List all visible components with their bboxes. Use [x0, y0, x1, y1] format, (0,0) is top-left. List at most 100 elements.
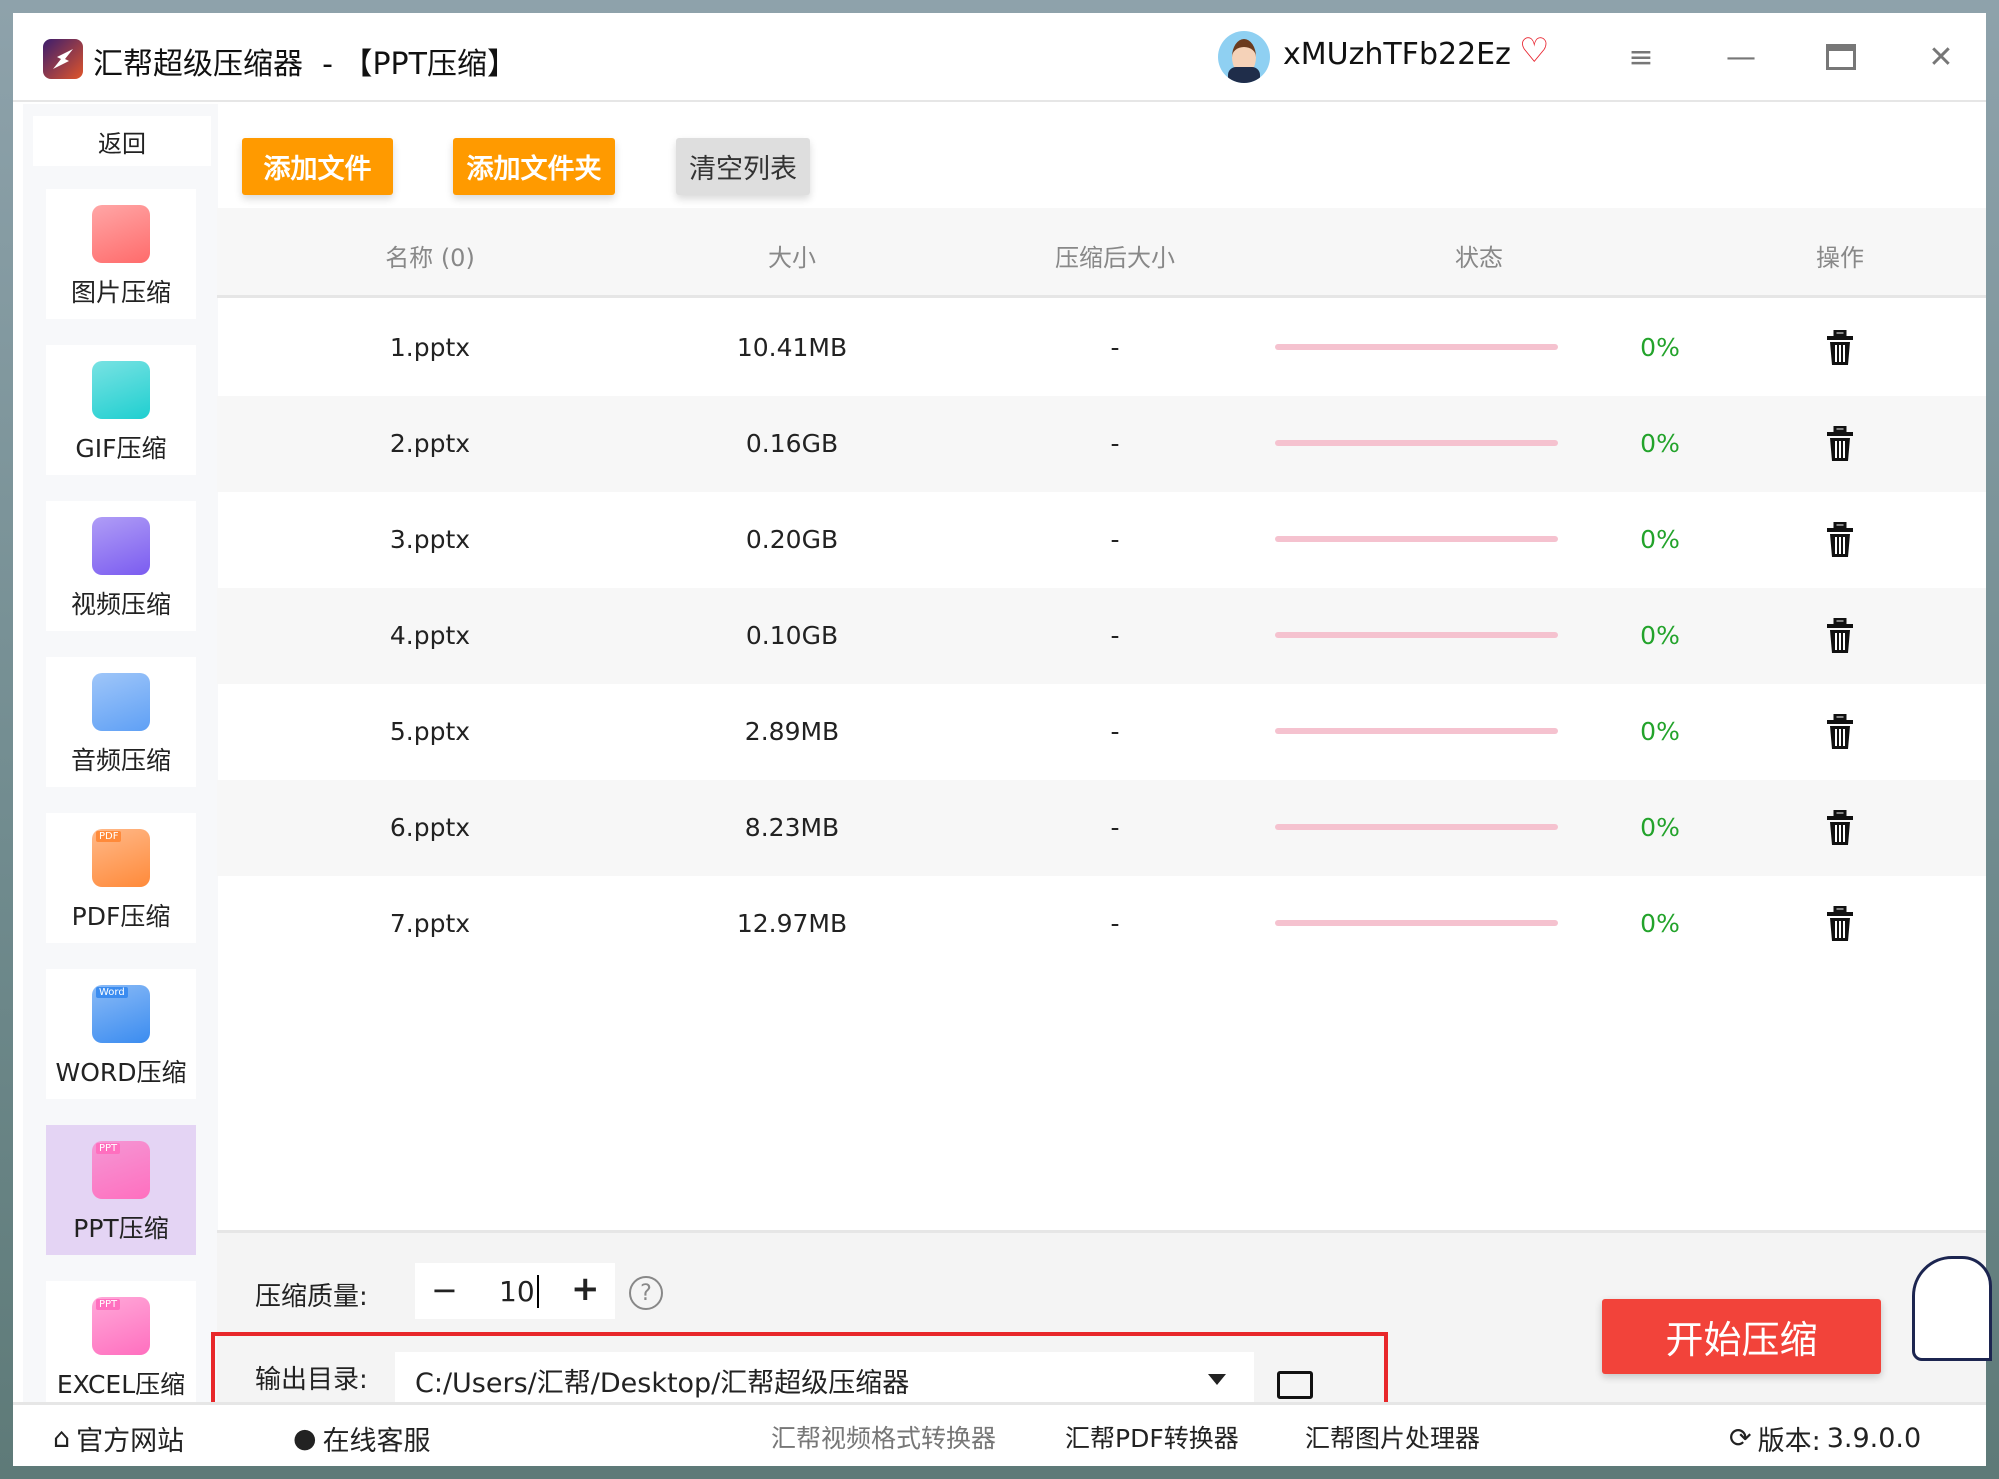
- trash-icon[interactable]: [1826, 906, 1854, 942]
- close-icon[interactable]: ✕: [1928, 39, 1954, 75]
- sidebar-item-label: 图片压缩: [70, 278, 171, 307]
- output-dir-value: C:/Users/汇帮/Desktop/汇帮超级压缩器: [415, 1368, 910, 1399]
- window-title: 汇帮超级压缩器 - 【PPT压缩】: [93, 47, 517, 82]
- ppt-icon: PPT: [92, 1141, 150, 1199]
- sidebar-item-ppt[interactable]: PPT PPT压缩: [46, 1125, 196, 1255]
- progress-percent: 0%: [1640, 429, 1680, 458]
- chevron-down-icon[interactable]: [1208, 1374, 1226, 1385]
- sidebar-item-video[interactable]: 视频压缩: [46, 501, 196, 631]
- app-window: 汇帮超级压缩器 - 【PPT压缩】 xMUzhTFb22Ez ♡ ≡ — ✕ 返…: [13, 13, 1992, 1466]
- sidebar-item-label: EXCEL压缩: [56, 1370, 186, 1399]
- progress-percent: 0%: [1640, 909, 1680, 938]
- video-icon: [92, 517, 150, 575]
- help-icon[interactable]: ?: [629, 1276, 663, 1310]
- file-size: 0.20GB: [745, 525, 839, 554]
- sidebar-item-label: GIF压缩: [75, 434, 167, 463]
- back-button[interactable]: 返回: [33, 116, 211, 166]
- mascot-image: [1912, 1256, 1992, 1361]
- quality-stepper[interactable]: − 10 +: [415, 1263, 615, 1319]
- video-converter-link[interactable]: 汇帮视频格式转换器: [771, 1424, 997, 1453]
- compressed-size: -: [1110, 333, 1120, 362]
- sidebar-item-pdf[interactable]: PDF PDF压缩: [46, 813, 196, 943]
- trash-icon[interactable]: [1826, 618, 1854, 654]
- compressed-size: -: [1110, 621, 1120, 650]
- username[interactable]: xMUzhTFb22Ez: [1283, 37, 1511, 72]
- table-row[interactable]: 2.pptx 0.16GB - 0%: [217, 396, 1986, 492]
- start-compress-button[interactable]: 开始压缩: [1602, 1299, 1881, 1374]
- quality-input[interactable]: 10: [499, 1275, 539, 1308]
- support-link[interactable]: ● 在线客服: [293, 1423, 431, 1457]
- quality-label: 压缩质量:: [255, 1282, 368, 1312]
- image-icon: [92, 205, 150, 263]
- minimize-icon[interactable]: —: [1726, 39, 1756, 75]
- table-row[interactable]: 5.pptx 2.89MB - 0%: [217, 684, 1986, 780]
- pdf-icon: PDF: [92, 829, 150, 887]
- file-size: 0.10GB: [745, 621, 839, 650]
- trash-icon[interactable]: [1826, 522, 1854, 558]
- version-info[interactable]: ⟳ 版本: 3.9.0.0: [1729, 1423, 1922, 1457]
- compressed-size: -: [1110, 717, 1120, 746]
- compressed-size: -: [1110, 909, 1120, 938]
- table-row[interactable]: 6.pptx 8.23MB - 0%: [217, 780, 1986, 876]
- clear-list-button[interactable]: 清空列表: [676, 138, 810, 195]
- refresh-icon: ⟳: [1729, 1423, 1752, 1454]
- sidebar-item-label: PDF压缩: [71, 902, 171, 931]
- excel-icon: PPT: [92, 1297, 150, 1355]
- header-status: 状态: [1455, 244, 1503, 272]
- pdf-converter-link[interactable]: 汇帮PDF转换器: [1065, 1424, 1239, 1453]
- sidebar-item-image[interactable]: 图片压缩: [46, 189, 196, 319]
- user-avatar[interactable]: [1218, 31, 1270, 83]
- header-name[interactable]: 名称 (0): [385, 244, 475, 272]
- sidebar-item-excel[interactable]: PPT EXCEL压缩: [46, 1281, 196, 1411]
- support-person-icon: ●: [293, 1423, 317, 1454]
- file-size: 2.89MB: [744, 717, 840, 746]
- increase-button[interactable]: +: [571, 1269, 600, 1309]
- table-row[interactable]: 4.pptx 0.10GB - 0%: [217, 588, 1986, 684]
- sidebar-item-label: PPT压缩: [73, 1214, 169, 1243]
- progress-percent: 0%: [1640, 813, 1680, 842]
- gif-icon: [92, 361, 150, 419]
- header-size[interactable]: 大小: [768, 244, 816, 272]
- file-size: 12.97MB: [736, 909, 848, 938]
- folder-open-icon[interactable]: [1277, 1371, 1313, 1399]
- table-row[interactable]: 1.pptx 10.41MB - 0%: [217, 300, 1986, 396]
- header-compressed-size[interactable]: 压缩后大小: [1055, 244, 1175, 272]
- sidebar-item-label: 音频压缩: [70, 746, 171, 775]
- image-processor-link[interactable]: 汇帮图片处理器: [1305, 1424, 1481, 1453]
- file-name: 3.pptx: [389, 525, 471, 554]
- word-icon: Word: [92, 985, 150, 1043]
- file-name: 2.pptx: [389, 429, 471, 458]
- trash-icon[interactable]: [1826, 810, 1854, 846]
- add-file-button[interactable]: 添加文件: [242, 138, 393, 195]
- progress-bar: [1275, 824, 1558, 830]
- progress-percent: 0%: [1640, 333, 1680, 362]
- compressed-size: -: [1110, 429, 1120, 458]
- vip-diamond-icon[interactable]: ♡: [1519, 31, 1550, 71]
- compressed-size: -: [1110, 525, 1120, 554]
- website-link[interactable]: ⌂ 官方网站: [53, 1423, 185, 1457]
- file-size: 0.16GB: [745, 429, 839, 458]
- file-name: 7.pptx: [389, 909, 471, 938]
- toolbar: 添加文件 添加文件夹 清空列表: [218, 104, 1986, 214]
- sidebar-item-label: WORD压缩: [55, 1058, 187, 1087]
- file-name: 6.pptx: [389, 813, 471, 842]
- sidebar: 返回 图片压缩 GIF压缩视频压缩音频压缩 PDF PDF压缩 Word WORD压缩 PP…: [23, 104, 218, 1414]
- trash-icon[interactable]: [1826, 426, 1854, 462]
- trash-icon[interactable]: [1826, 714, 1854, 750]
- sidebar-item-word[interactable]: Word WORD压缩: [46, 969, 196, 1099]
- header-actions: 操作: [1816, 244, 1864, 272]
- menu-icon[interactable]: ≡: [1628, 39, 1654, 75]
- decrease-button[interactable]: −: [431, 1271, 458, 1309]
- settings-panel: 压缩质量: − 10 + ? 输出目录: C:/Users/汇帮/Desktop…: [211, 1230, 1992, 1415]
- table-row[interactable]: 7.pptx 12.97MB - 0%: [217, 876, 1986, 972]
- sidebar-item-gif[interactable]: GIF压缩: [46, 345, 196, 475]
- compressed-size: -: [1110, 813, 1120, 842]
- output-dir-select[interactable]: C:/Users/汇帮/Desktop/汇帮超级压缩器: [395, 1352, 1254, 1409]
- trash-icon[interactable]: [1826, 330, 1854, 366]
- table-header: 名称 (0) 大小 压缩后大小 状态 操作: [217, 208, 1986, 298]
- add-folder-button[interactable]: 添加文件夹: [453, 138, 615, 195]
- home-icon: ⌂: [53, 1423, 71, 1454]
- table-row[interactable]: 3.pptx 0.20GB - 0%: [217, 492, 1986, 588]
- sidebar-item-audio[interactable]: 音频压缩: [46, 657, 196, 787]
- maximize-icon[interactable]: [1817, 33, 1865, 81]
